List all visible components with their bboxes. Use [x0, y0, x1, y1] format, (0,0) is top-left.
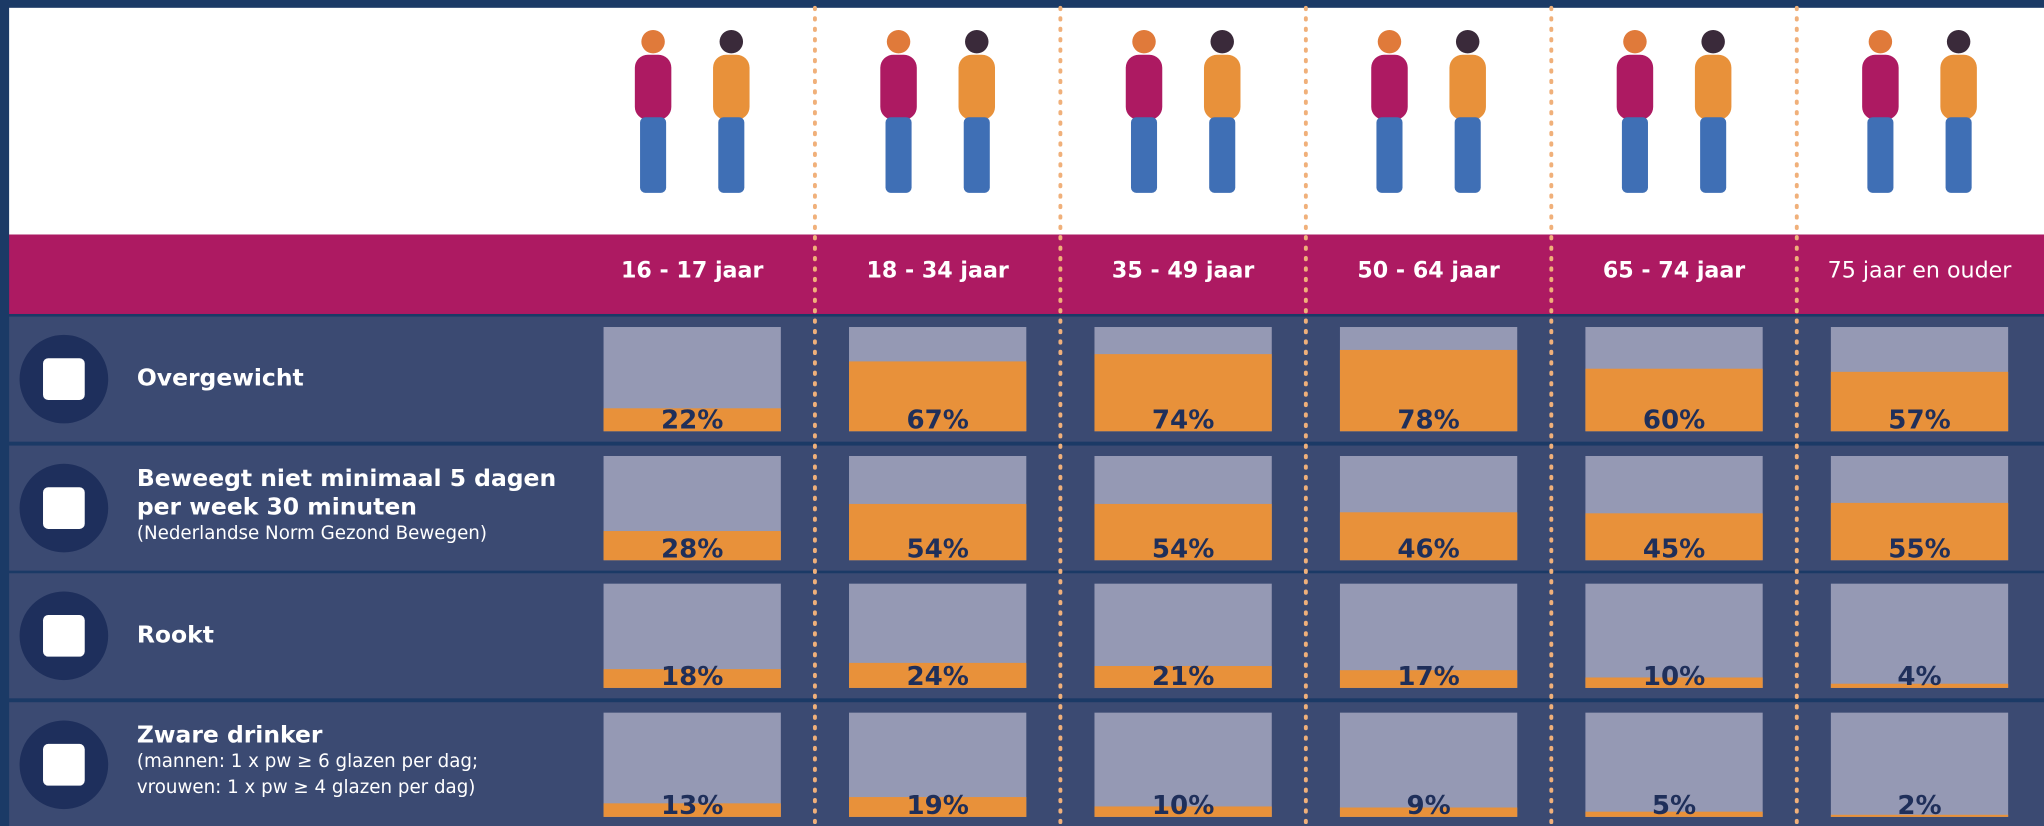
figure-head: [1623, 30, 1646, 53]
value-label: 57%: [1888, 405, 1950, 435]
value-label: 60%: [1643, 405, 1705, 435]
row-label: Rookt: [137, 620, 214, 648]
row-icon-glyph: [43, 487, 85, 529]
age-label: 35 - 49 jaar: [1112, 257, 1254, 283]
row-note: (mannen: 1 x pw ≥ 6 glazen per dag;: [137, 751, 478, 772]
figure-legs: [1946, 117, 1972, 193]
figure-head: [1210, 30, 1233, 53]
age-label: 18 - 34 jaar: [866, 257, 1008, 283]
figure-body: [1204, 55, 1241, 120]
figure-body: [1371, 55, 1408, 120]
value-label: 13%: [661, 791, 723, 821]
figure-legs: [1455, 117, 1481, 193]
value-label: 46%: [1397, 534, 1459, 564]
figure-body: [1449, 55, 1486, 120]
figure-legs: [1867, 117, 1893, 193]
figure-head: [1378, 30, 1401, 53]
page: 16 - 17 jaar 18 - 34 jaar 35 - 49 jaar 50 -…: [0, 0, 2044, 826]
value-label: 19%: [906, 791, 968, 821]
figure-legs: [964, 117, 990, 193]
value-label: 55%: [1888, 534, 1950, 564]
value-label: 17%: [1397, 662, 1459, 692]
value-label: 28%: [661, 534, 723, 564]
value-label: 2%: [1897, 791, 1941, 821]
value-label: 54%: [1152, 534, 1214, 564]
value-label: 78%: [1397, 405, 1459, 435]
value-label: 4%: [1897, 662, 1941, 692]
figure-legs: [1700, 117, 1726, 193]
figure-head: [887, 30, 910, 53]
figure-head: [1456, 30, 1479, 53]
figure-head: [1869, 30, 1892, 53]
value-label: 67%: [906, 405, 968, 435]
figure-legs: [718, 117, 744, 193]
value-label: 10%: [1152, 791, 1214, 821]
figure-body: [1126, 55, 1163, 120]
value-label: 74%: [1152, 405, 1214, 435]
figure-body: [1695, 55, 1732, 120]
figure-body: [959, 55, 996, 120]
figure-head: [1947, 30, 1970, 53]
figure-legs: [1622, 117, 1648, 193]
age-label: 65 - 74 jaar: [1603, 257, 1745, 283]
value-label: 5%: [1652, 791, 1696, 821]
row-label: Beweegt niet minimaal 5 dagen: [137, 464, 556, 492]
value-label: 18%: [661, 662, 723, 692]
figure-legs: [1209, 117, 1235, 193]
age-label: 16 - 17 jaar: [621, 257, 763, 283]
figure-legs: [640, 117, 666, 193]
figure-head: [641, 30, 664, 53]
value-label: 22%: [661, 405, 723, 435]
row-note: (Nederlandse Norm Gezond Bewegen): [137, 523, 487, 544]
row-icon-glyph: [43, 615, 85, 657]
figure-head: [1132, 30, 1155, 53]
figure-legs: [1131, 117, 1157, 193]
figure-head: [965, 30, 988, 53]
row-note: vrouwen: 1 x pw ≥ 4 glazen per dag): [137, 777, 476, 798]
value-label: 45%: [1643, 534, 1705, 564]
figure-body: [1862, 55, 1899, 120]
row-label: Overgewicht: [137, 364, 304, 392]
figure-legs: [886, 117, 912, 193]
figure-legs: [1376, 117, 1402, 193]
value-label: 9%: [1406, 791, 1450, 821]
header-illustrations: [9, 8, 2044, 235]
value-label: 10%: [1643, 662, 1705, 692]
figure-body: [880, 55, 917, 120]
figure-body: [1940, 55, 1977, 120]
value-label: 24%: [906, 662, 968, 692]
row-label: Zware drinker: [137, 721, 323, 749]
age-label: 75 jaar en ouder: [1828, 257, 2013, 283]
value-label: 21%: [1152, 662, 1214, 692]
row-icon-glyph: [43, 358, 85, 400]
figure-head: [1701, 30, 1724, 53]
row-label: per week 30 minuten: [137, 493, 417, 521]
row-icon-glyph: [43, 744, 85, 786]
figure-body: [635, 55, 672, 120]
figure-body: [713, 55, 750, 120]
age-label: 50 - 64 jaar: [1357, 257, 1499, 283]
chart: 16 - 17 jaar 18 - 34 jaar 35 - 49 jaar 50 -…: [0, 0, 2044, 826]
value-label: 54%: [906, 534, 968, 564]
figure-body: [1617, 55, 1654, 120]
figure-head: [720, 30, 743, 53]
